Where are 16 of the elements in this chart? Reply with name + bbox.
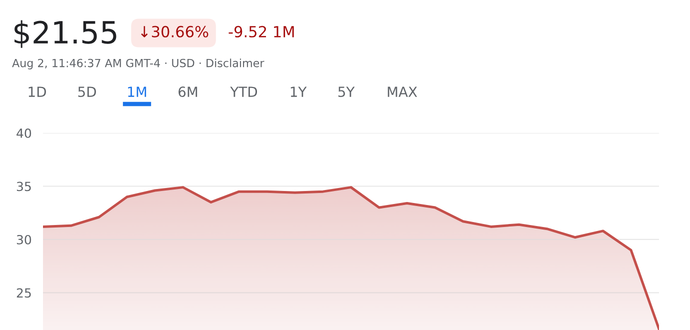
text: 1M bbox=[128, 86, 146, 97]
text: -9.52 1M bbox=[228, 26, 294, 38]
text: Aug 2, 11:46:37 AM GMT-4 · USD · Disclaimer bbox=[12, 58, 264, 70]
y-tick-label: 30 bbox=[16, 234, 32, 244]
text: MAX bbox=[388, 86, 418, 97]
text: 1Y bbox=[290, 86, 307, 97]
y-tick-label: 35 bbox=[16, 182, 31, 192]
y-tick-label: 25 bbox=[16, 288, 31, 298]
text: ↓30.66% bbox=[141, 26, 208, 38]
y-tick-label: 40 bbox=[16, 128, 32, 138]
text: 5Y bbox=[338, 86, 355, 98]
text: 1D bbox=[28, 86, 46, 97]
text: 6M bbox=[178, 86, 198, 98]
chart-title: $21.55 bbox=[14, 20, 116, 48]
text: 5D bbox=[78, 86, 96, 98]
text: YTD bbox=[230, 86, 258, 97]
